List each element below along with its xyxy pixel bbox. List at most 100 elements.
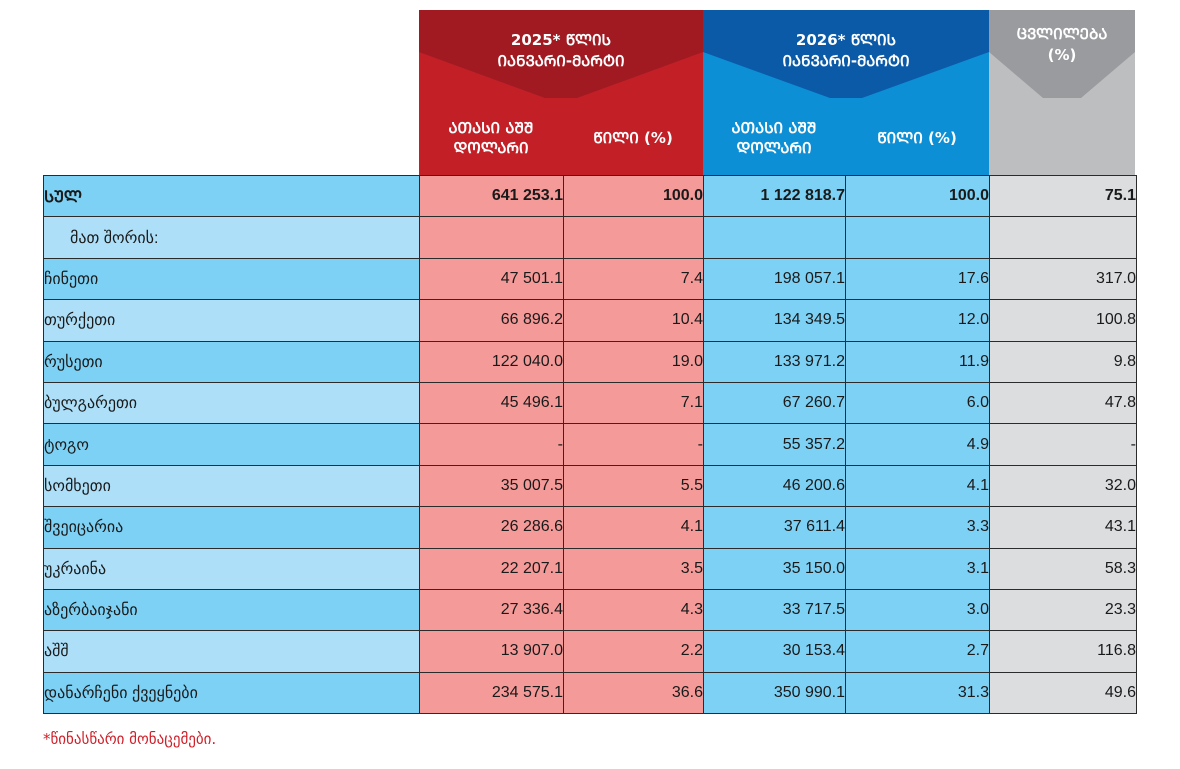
header-2026-year: 2026* ᲬᲚᲘᲡ [795, 31, 897, 49]
cell-share-2025: 3.5 [563, 547, 704, 590]
table-row: რუსეთი 122 040.0 19.0 133 971.2 11.9 9.8 [43, 340, 1137, 383]
cell-value-2026: 33 717.5 [703, 588, 846, 632]
cell-value-2025: 27 336.4 [419, 588, 564, 632]
header-2025-year: 2025* ᲬᲚᲘᲡ [510, 31, 612, 49]
header-change-unit: (%) [1047, 46, 1077, 64]
trade-table: ᲡᲣᲚ 641 253.1 100.0 1 122 818.7 100.0 75.1 მათ… [43, 174, 1137, 715]
cell-change: 317.0 [989, 257, 1137, 301]
cell-change [989, 216, 1137, 259]
cell-value-2026: 30 153.4 [703, 630, 846, 673]
header-2025-title: 2025* ᲬᲚᲘᲡ ᲘᲐᲜᲕᲐᲠᲘ-ᲛᲐᲠᲢᲘ [419, 30, 703, 72]
row-label: აზერბაიჯანი [43, 588, 420, 632]
table-row: ბულგარეთი 45 496.1 7.1 67 260.7 6.0 47.8 [43, 381, 1137, 425]
chevron-banner-change [989, 10, 1135, 98]
cell-value-2026 [703, 216, 846, 259]
cell-change: 58.3 [989, 547, 1137, 590]
value-col-line1: ᲐᲗᲐᲡᲘ ᲐᲨᲨ [448, 119, 534, 137]
header-2026-value-col: ᲐᲗᲐᲡᲘ ᲐᲨᲨ ᲓᲝᲚᲐᲠᲘ [703, 110, 845, 166]
row-label: რუსეთი [43, 340, 420, 383]
cell-value-2026: 198 057.1 [703, 257, 846, 301]
cell-share-2025: 19.0 [563, 340, 704, 383]
cell-share-2025: - [563, 423, 704, 466]
cell-value-2026: 133 971.2 [703, 340, 846, 383]
table-row: ტოგო - -55 357.2 4.9- [43, 423, 1137, 466]
cell-value-2025: 35 007.5 [419, 464, 564, 508]
header-change-title: ᲪᲕᲚᲘᲚᲔᲑᲐ (%) [989, 24, 1135, 66]
chevron-banner-2025 [419, 10, 703, 98]
cell-value-2025: 641 253.1 [419, 174, 564, 218]
cell-share-2026: 6.0 [845, 381, 990, 425]
row-label: აშშ [43, 630, 420, 673]
header-change-label: ᲪᲕᲚᲘᲚᲔᲑᲐ [1016, 25, 1108, 43]
header-2025-value-col: ᲐᲗᲐᲡᲘ ᲐᲨᲨ ᲓᲝᲚᲐᲠᲘ [419, 110, 563, 166]
header-2026-share-col: ᲬᲘᲚᲘ (%) [877, 129, 957, 147]
cell-change: 116.8 [989, 630, 1137, 673]
cell-share-2026 [845, 216, 990, 259]
value-col-line2: ᲓᲝᲚᲐᲠᲘ [736, 139, 812, 157]
cell-value-2025: 66 896.2 [419, 299, 564, 342]
cell-change: 32.0 [989, 464, 1137, 508]
table-row: უკრაინა 22 207.1 3.5 35 150.0 3.1 58.3 [43, 547, 1137, 590]
cell-share-2026: 3.0 [845, 588, 990, 632]
row-label: ბულგარეთი [43, 381, 420, 425]
table-row: შვეიცარია 26 286.6 4.1 37 611.4 3.3 43.1 [43, 506, 1137, 549]
cell-share-2026: 100.0 [845, 174, 990, 218]
cell-value-2026: 55 357.2 [703, 423, 846, 466]
value-col-line1: ᲐᲗᲐᲡᲘ ᲐᲨᲨ [731, 119, 817, 137]
cell-value-2025: 22 207.1 [419, 547, 564, 590]
table-row: ჩინეთი 47 501.1 7.4 198 057.1 17.6 317.0 [43, 257, 1137, 301]
cell-share-2026: 17.6 [845, 257, 990, 301]
header-2026-period: ᲘᲐᲜᲕᲐᲠᲘ-ᲛᲐᲠᲢᲘ [782, 52, 910, 70]
table-row: თურქეთი 66 896.2 10.4 134 349.5 12.0 100.8 [43, 299, 1137, 342]
header-2026-title: 2026* ᲬᲚᲘᲡ ᲘᲐᲜᲕᲐᲠᲘ-ᲛᲐᲠᲢᲘ [703, 30, 989, 72]
cell-share-2025: 36.6 [563, 671, 704, 715]
cell-share-2025: 4.3 [563, 588, 704, 632]
header-2026-group: 2026* ᲬᲚᲘᲡ ᲘᲐᲜᲕᲐᲠᲘ-ᲛᲐᲠᲢᲘ ᲐᲗᲐᲡᲘ ᲐᲨᲨ ᲓᲝᲚᲐᲠᲘ… [703, 10, 989, 175]
cell-share-2025: 10.4 [563, 299, 704, 342]
cell-share-2026: 12.0 [845, 299, 990, 342]
header-2025-share-col: ᲬᲘᲚᲘ (%) [593, 129, 673, 147]
table-row: დანარჩენი ქვეყნები 234 575.1 36.6 350 990.1… [43, 671, 1137, 715]
cell-value-2026: 35 150.0 [703, 547, 846, 590]
value-col-line2: ᲓᲝᲚᲐᲠᲘ [453, 139, 529, 157]
trade-table-body: ᲡᲣᲚ 641 253.1 100.0 1 122 818.7 100.0 75.1 მათ… [43, 174, 1137, 715]
cell-change: - [989, 423, 1137, 466]
table-row: აზერბაიჯანი 27 336.4 4.3 33 717.5 3.0 23.3 [43, 588, 1137, 632]
cell-change: 75.1 [989, 174, 1137, 218]
cell-share-2026: 3.3 [845, 506, 990, 549]
cell-change: 9.8 [989, 340, 1137, 383]
cell-share-2026: 2.7 [845, 630, 990, 673]
cell-value-2025: - [419, 423, 564, 466]
row-label: ᲡᲣᲚ [43, 174, 420, 218]
cell-share-2025: 5.5 [563, 464, 704, 508]
cell-change: 47.8 [989, 381, 1137, 425]
cell-value-2025: 26 286.6 [419, 506, 564, 549]
cell-change: 43.1 [989, 506, 1137, 549]
cell-value-2026: 37 611.4 [703, 506, 846, 549]
cell-value-2026: 67 260.7 [703, 381, 846, 425]
cell-share-2025 [563, 216, 704, 259]
chevron-banner-2026 [703, 10, 989, 98]
cell-share-2025: 7.4 [563, 257, 704, 301]
footnote: *წინასწარი მონაცემები. [43, 730, 217, 748]
cell-share-2026: 31.3 [845, 671, 990, 715]
cell-share-2025: 2.2 [563, 630, 704, 673]
table-row: მათ შორის: [43, 216, 1137, 259]
row-label: უკრაინა [43, 547, 420, 590]
cell-value-2025: 13 907.0 [419, 630, 564, 673]
header-2025-group: 2025* ᲬᲚᲘᲡ ᲘᲐᲜᲕᲐᲠᲘ-ᲛᲐᲠᲢᲘ ᲐᲗᲐᲡᲘ ᲐᲨᲨ ᲓᲝᲚᲐᲠᲘ… [419, 10, 703, 175]
row-label: თურქეთი [43, 299, 420, 342]
cell-value-2025: 234 575.1 [419, 671, 564, 715]
cell-share-2025: 4.1 [563, 506, 704, 549]
cell-share-2026: 4.9 [845, 423, 990, 466]
cell-change: 23.3 [989, 588, 1137, 632]
cell-share-2025: 100.0 [563, 174, 704, 218]
cell-share-2026: 4.1 [845, 464, 990, 508]
row-label: ჩინეთი [43, 257, 420, 301]
cell-share-2026: 11.9 [845, 340, 990, 383]
cell-value-2025: 122 040.0 [419, 340, 564, 383]
cell-change: 49.6 [989, 671, 1137, 715]
row-label: მათ შორის: [43, 216, 420, 259]
cell-share-2025: 7.1 [563, 381, 704, 425]
cell-value-2026: 1 122 818.7 [703, 174, 846, 218]
